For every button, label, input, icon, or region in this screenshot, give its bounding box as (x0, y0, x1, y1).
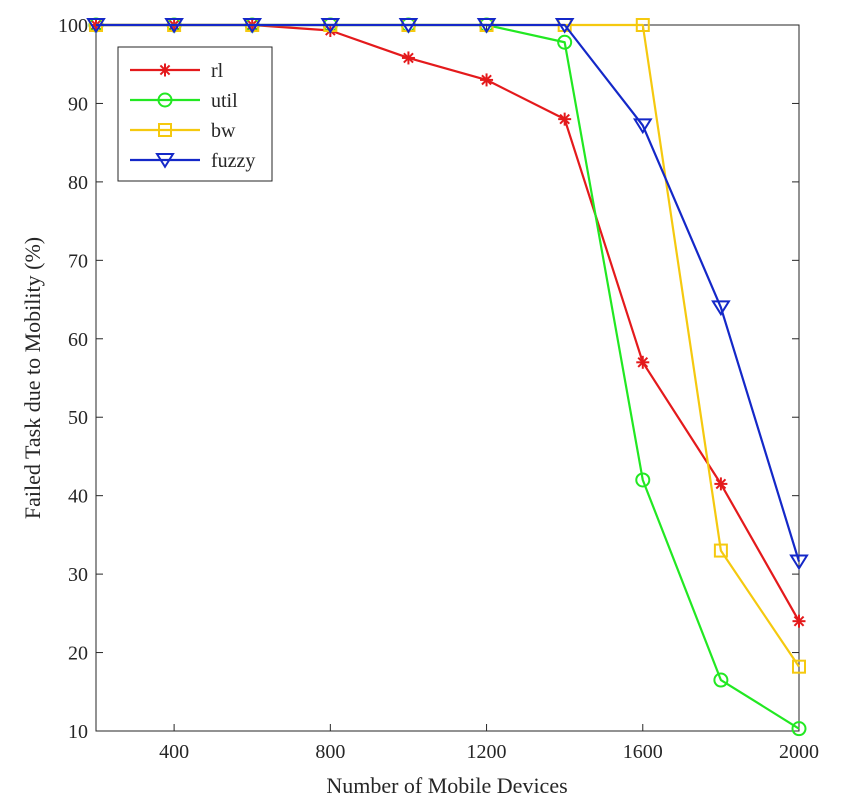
x-tick-label: 2000 (779, 741, 819, 763)
x-tick-label: 1600 (623, 741, 663, 763)
data-point-fuzzy (320, 18, 341, 34)
legend-item-fuzzy: fuzzy (130, 150, 255, 172)
data-point-rl (401, 51, 415, 65)
data-point-rl (636, 355, 650, 369)
data-point-fuzzy (164, 18, 184, 34)
data-point-fuzzy (398, 18, 419, 34)
data-point-util (791, 721, 807, 737)
legend-marker (155, 153, 175, 169)
legend-marker (158, 63, 172, 77)
data-point-bw (635, 18, 650, 32)
y-tick-label: 90 (68, 93, 88, 115)
legend: rl util bw fuzzy (117, 46, 273, 182)
series-group (86, 17, 809, 737)
y-tick-label: 30 (68, 564, 88, 586)
data-point-bw (792, 659, 806, 674)
data-point-fuzzy (711, 300, 731, 317)
data-point-util (557, 34, 573, 50)
data-point-rl (480, 73, 494, 87)
legend-label: fuzzy (211, 150, 255, 172)
x-tick-label: 800 (315, 741, 345, 763)
asterisk-stroke (559, 113, 570, 125)
data-point-fuzzy (554, 18, 575, 34)
data-point-rl (558, 112, 572, 126)
legend-label: util (211, 90, 238, 112)
data-point-rl (714, 477, 728, 491)
x-axis-label: Number of Mobile Devices (326, 773, 567, 798)
data-point-fuzzy (789, 554, 809, 571)
x-tick-label: 400 (159, 741, 189, 763)
asterisk-stroke (159, 64, 171, 76)
asterisk-stroke (793, 615, 805, 627)
legend-item-rl: rl (130, 60, 224, 82)
series-line-fuzzy (96, 23, 801, 562)
y-tick-label: 20 (68, 643, 88, 665)
data-point-fuzzy (86, 18, 106, 34)
y-tick-label: 50 (68, 407, 88, 429)
asterisk-stroke (481, 74, 492, 86)
data-point-rl (792, 614, 806, 628)
legend-item-bw: bw (130, 120, 236, 142)
data-point-fuzzy (632, 118, 653, 135)
legend-label: rl (211, 60, 224, 82)
x-tick-label: 1200 (467, 741, 507, 763)
y-tick-label: 80 (68, 172, 88, 194)
legend-marker (158, 123, 172, 137)
data-point-bw (713, 543, 728, 558)
x-axis-ticks: 400 800 1200 1600 2000 (159, 25, 819, 763)
y-axis-label: Failed Task due to Mobility (%) (20, 237, 45, 519)
data-point-fuzzy (242, 18, 263, 34)
y-tick-label: 60 (68, 329, 88, 351)
y-tick-label: 40 (68, 486, 88, 508)
y-axis-ticks: 10 20 30 40 50 60 70 80 90 100 (58, 15, 799, 743)
y-tick-label: 70 (68, 250, 88, 272)
legend-label: bw (211, 120, 236, 142)
y-tick-label: 10 (68, 721, 88, 743)
asterisk-stroke (637, 357, 649, 368)
asterisk-stroke (403, 52, 414, 64)
data-point-fuzzy (476, 18, 497, 34)
data-point-util (713, 672, 729, 688)
series-fuzzy (86, 18, 809, 571)
legend-item-util: util (130, 90, 238, 112)
y-tick-label: 100 (58, 15, 88, 37)
asterisk-stroke (715, 478, 727, 490)
data-point-util (635, 472, 651, 488)
legend-marker (157, 92, 173, 108)
